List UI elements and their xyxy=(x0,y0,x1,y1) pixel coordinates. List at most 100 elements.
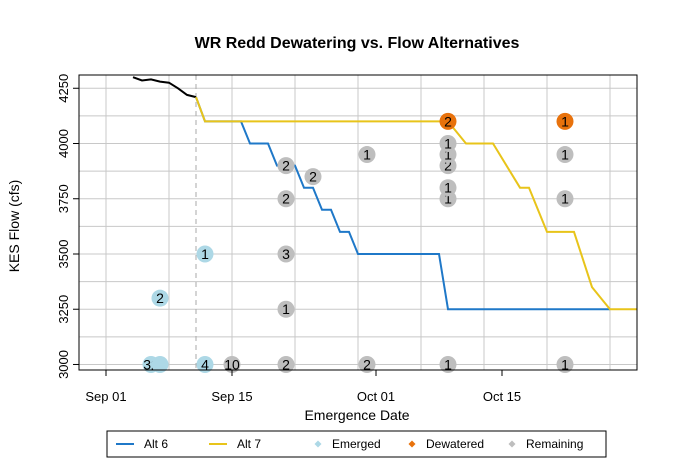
legend-box xyxy=(106,430,607,458)
legend-item-dewatered: Dewatered xyxy=(408,437,484,451)
x-tick-label: Sep 15 xyxy=(211,389,252,404)
point-marker xyxy=(556,190,574,208)
y-tick-label: 3750 xyxy=(56,184,71,213)
point-count-label: 2 xyxy=(309,169,317,185)
point-count-label: 2 xyxy=(444,113,452,129)
point-marker xyxy=(358,355,376,373)
legend-label: Alt 6 xyxy=(144,437,168,451)
y-tick-label: 4250 xyxy=(56,74,71,103)
point-marker xyxy=(196,355,214,373)
redd-point-remaining: 2 xyxy=(277,355,295,373)
y-tick-label: 3500 xyxy=(56,240,71,269)
chart-title: WR Redd Dewatering vs. Flow Alternatives xyxy=(195,35,520,52)
redd-point-emerged: 2 xyxy=(151,289,169,307)
observed-flow-line xyxy=(132,76,197,99)
redd-point-remaining: 1 xyxy=(556,355,574,373)
point-count-label: 2 xyxy=(156,290,164,306)
legend-item-emerged: Emerged xyxy=(314,437,381,451)
point-marker xyxy=(277,245,295,263)
redd-point-remaining: 1 xyxy=(439,355,457,373)
redd-point-remaining: 10 xyxy=(223,355,241,373)
redd-point-remaining: 1 xyxy=(439,135,457,153)
legend-diamond-icon xyxy=(314,440,322,448)
series-line-alt-6 xyxy=(195,96,610,311)
point-marker xyxy=(223,355,241,373)
point-count-label: 3 xyxy=(282,246,290,262)
point-count-label: 1 xyxy=(363,147,371,163)
redd-point-dewatered: 1 xyxy=(556,112,574,130)
x-tick-label: Oct 15 xyxy=(483,389,521,404)
point-count-label: 2 xyxy=(363,356,371,372)
plot-frame xyxy=(78,74,638,371)
legend-diamond-icon xyxy=(508,440,516,448)
legend-label: Alt 7 xyxy=(237,437,261,451)
point-count-label: 2 xyxy=(444,158,452,174)
point-count-label: 1 xyxy=(282,301,290,317)
point-count-label: 1 xyxy=(561,147,569,163)
redd-point-remaining: 1 xyxy=(556,190,574,208)
point-count-label: 2 xyxy=(282,158,290,174)
y-axis-label: KES Flow (cfs) xyxy=(6,180,22,273)
point-count-label: 1 xyxy=(561,113,569,129)
point-count-label: 1 xyxy=(444,180,452,196)
point-marker xyxy=(196,245,214,263)
point-count-label: 1 xyxy=(201,246,209,262)
y-tick-label: 4000 xyxy=(56,129,71,158)
point-marker xyxy=(277,355,295,373)
y-tick-label: 3250 xyxy=(56,295,71,324)
legend-item-remaining: Remaining xyxy=(508,437,583,451)
redd-point-remaining: 2 xyxy=(277,157,295,175)
x-tick-label: Sep 01 xyxy=(85,389,126,404)
point-marker xyxy=(439,179,457,197)
redd-point-remaining: 3 xyxy=(277,245,295,263)
point-marker xyxy=(556,112,574,130)
point-marker xyxy=(277,300,295,318)
point-count-label: 1 xyxy=(561,191,569,207)
redd-point-dewatered: 2 xyxy=(439,112,457,130)
point-count-label: 4 xyxy=(201,356,209,372)
point-marker xyxy=(277,190,295,208)
point-marker xyxy=(556,146,574,164)
redd-point-emerged: 4 xyxy=(196,355,214,373)
redd-point-remaining: 2 xyxy=(277,190,295,208)
legend-item-alt-6: Alt 6 xyxy=(116,437,168,451)
point-marker xyxy=(439,135,457,153)
redd-point-remaining: 1 xyxy=(358,146,376,164)
axes: Sep 01 Sep 15 Oct 01 Oct 15 3000 3250 3500 3750… xyxy=(56,74,521,404)
legend-label: Remaining xyxy=(526,437,583,451)
point-marker xyxy=(151,355,169,373)
point-count-label: 10 xyxy=(224,356,240,372)
point-marker xyxy=(277,157,295,175)
grid xyxy=(79,75,637,370)
legend-label: Emerged xyxy=(332,437,381,451)
redd-point-emerged xyxy=(151,355,169,373)
redd-point-emerged: 1 xyxy=(196,245,214,263)
point-count-label: 1 xyxy=(444,356,452,372)
redd-point-remaining: 1 xyxy=(439,179,457,197)
point-marker xyxy=(151,289,169,307)
redd-point-remaining: 1 xyxy=(277,300,295,318)
legend-label: Dewatered xyxy=(426,437,484,451)
point-marker xyxy=(304,168,322,186)
point-marker xyxy=(439,112,457,130)
redd-point-remaining: 1 xyxy=(556,146,574,164)
point-marker xyxy=(439,355,457,373)
point-count-label: 2 xyxy=(282,356,290,372)
legend-diamond-icon xyxy=(408,440,416,448)
x-axis-label: Emergence Date xyxy=(304,407,409,423)
redd-point-remaining: 2 xyxy=(304,168,322,186)
legend: Alt 6 Alt 7 Emerged Dewatered Remaining xyxy=(106,430,607,458)
x-tick-label: Oct 01 xyxy=(357,389,395,404)
redd-point-remaining: 2 xyxy=(358,355,376,373)
point-marker xyxy=(358,146,376,164)
point-count-label: 1 xyxy=(444,147,452,163)
y-tick-label: 3000 xyxy=(56,350,71,379)
point-marker xyxy=(556,355,574,373)
point-count-label: 2 xyxy=(282,191,290,207)
point-count-label: 1 xyxy=(561,356,569,372)
point-count-label: 1 xyxy=(444,191,452,207)
legend-item-alt-7: Alt 7 xyxy=(209,437,261,451)
